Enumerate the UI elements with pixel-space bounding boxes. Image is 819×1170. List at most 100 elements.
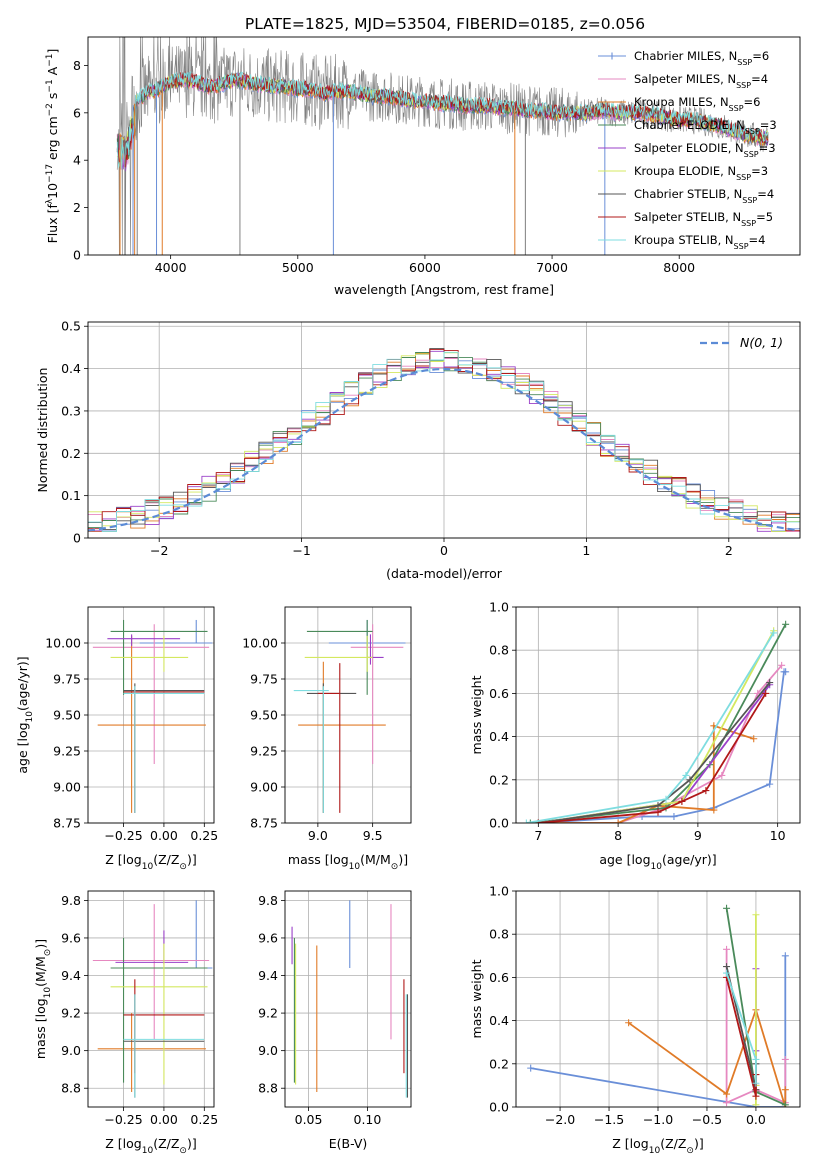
- y-tick-label: 9.50: [53, 708, 81, 723]
- axes-frame: [515, 890, 801, 1108]
- x-tick-label: 0.10: [354, 1112, 382, 1127]
- y-tick-label: 8.75: [53, 816, 81, 831]
- marker-salpeter_miles: [723, 1099, 731, 1107]
- chart-residuals: −2 −1 0 1 2 0 0.1 0.2 0.3 0.4 0.5 N(0, 1) (data-mode…: [35, 319, 801, 581]
- x-tick-label: −1.0: [643, 1112, 673, 1127]
- chart-weight-vs-Z: −2.0 −1.5 −1.0 −0.5 0.0 0.0 0.2 0.4 0.6 0.8 1.0 Z […: [469, 884, 801, 1156]
- marker-chabrier_elodie: [526, 819, 534, 823]
- y-tick-label: 8.8: [258, 1081, 278, 1096]
- marker-salpeter_stelib: [654, 808, 662, 816]
- y-tick-label: 6: [73, 105, 81, 120]
- x-tick-label: −1.5: [594, 1112, 624, 1127]
- x-tick-label: 0: [440, 543, 448, 558]
- y-tick-label: 0.0: [489, 1100, 509, 1115]
- x-tick-label: 0.00: [150, 1112, 178, 1127]
- y-tick-label: 1.0: [489, 884, 509, 899]
- legend-entry: Chabrier MILES, NSSP=6: [634, 49, 769, 67]
- x-tick-label: −2.0: [545, 1112, 575, 1127]
- series-kroupa_stelib: [526, 632, 775, 823]
- marker-salpeter_stelib: [752, 1092, 760, 1100]
- legend-entry: Kroupa MILES, NSSP=6: [634, 95, 760, 113]
- marker-salpeter_stelib: [678, 797, 686, 805]
- y-tick-label: 0.1: [61, 488, 81, 503]
- x-tick-label: 0.00: [150, 828, 178, 843]
- y-tick-label: 0.4: [61, 361, 81, 376]
- x-tick-label: 7000: [536, 260, 568, 275]
- plot-area: [291, 900, 409, 1098]
- y-tick-label: 0.2: [489, 1056, 509, 1071]
- y-tick-label: 0.2: [61, 446, 81, 461]
- x-axis-label: wavelength [Angstrom, rest frame]: [334, 282, 554, 297]
- x-axis-label: (data-model)/error: [386, 566, 503, 581]
- marker-salpeter_miles: [781, 1055, 789, 1063]
- marker-kroupa_miles: [723, 1090, 731, 1098]
- y-tick-label: 9.75: [250, 672, 278, 687]
- marker-kroupa_miles: [614, 819, 622, 823]
- series-salpeter_stelib: [538, 692, 767, 823]
- plot-area: [293, 619, 406, 813]
- marker-chabrier_stelib: [686, 776, 694, 784]
- y-tick-label: 9.00: [250, 780, 278, 795]
- marker-kroupa_miles: [710, 806, 718, 814]
- axes-frame: [87, 606, 215, 824]
- x-tick-label: 2: [725, 543, 733, 558]
- y-tick-label: 9.25: [53, 744, 81, 759]
- y-tick-label: 9.0: [61, 1043, 81, 1058]
- plot-area: [92, 619, 213, 813]
- x-tick-label: 6000: [409, 260, 441, 275]
- marker-kroupa_elodie: [752, 911, 760, 919]
- marker-chabrier_elodie: [782, 620, 790, 628]
- marker-chabrier_stelib: [654, 802, 662, 810]
- x-tick-label: 8: [614, 828, 622, 843]
- x-axis-label: E(B-V): [329, 1136, 368, 1151]
- x-tick-label: −2: [150, 543, 168, 558]
- y-axis-label: Flux [fλ10−17 erg cm−2 s−1 A−1]: [45, 49, 60, 244]
- marker-kroupa_miles: [625, 1019, 633, 1027]
- chart-age-vs-Z: −0.25 0.00 0.25 8.75 9.00 9.25 9.50 9.75 10.00 Z …: [15, 606, 218, 872]
- marker-kroupa_stelib: [522, 819, 530, 823]
- marker-kroupa_stelib: [662, 795, 670, 803]
- marker-salpeter_miles: [723, 945, 731, 953]
- chart-age-vs-mass: 9.0 9.5 8.75 9.00 9.25 9.50 9.75 10.00 mass [log…: [242, 606, 412, 872]
- marker-chabrier_miles: [670, 813, 678, 821]
- y-axis-label: Normed distribution: [35, 368, 50, 493]
- x-tick-label: 7: [534, 828, 542, 843]
- y-tick-label: 0.6: [489, 686, 509, 701]
- marker-chabrier_miles: [527, 1064, 535, 1072]
- y-tick-label: 0.0: [489, 816, 509, 831]
- marker-kroupa_miles: [781, 1086, 789, 1094]
- series-chabrier_elodie: [530, 623, 787, 823]
- x-tick-label: 0.0: [746, 1112, 766, 1127]
- plot-area: [88, 348, 800, 533]
- marker-kroupa_stelib: [770, 629, 778, 637]
- x-tick-label: 9.5: [363, 828, 383, 843]
- x-axis-label: age [log10(age/yr)]: [599, 852, 716, 872]
- y-tick-label: 0.4: [489, 729, 509, 744]
- y-tick-label: 9.50: [250, 708, 278, 723]
- marker-kroupa_stelib: [752, 1079, 760, 1087]
- x-axis-label: Z [log10(Z/Z⊙)]: [105, 852, 196, 872]
- figure-title: PLATE=1825, MJD=53504, FIBERID=0185, z=0…: [245, 15, 645, 33]
- y-tick-label: 0.3: [61, 403, 81, 418]
- y-tick-label: 2: [73, 200, 81, 215]
- y-tick-label: 9.25: [250, 744, 278, 759]
- normal-curve: [88, 367, 798, 532]
- axes-frame: [515, 606, 801, 824]
- axes-frame: [284, 890, 412, 1108]
- x-tick-label: 8000: [663, 260, 695, 275]
- x-tick-label: −1: [292, 543, 310, 558]
- marker-kroupa_miles: [750, 735, 758, 743]
- y-tick-label: 0.8: [489, 927, 509, 942]
- legend-entry-normal: N(0, 1): [740, 335, 783, 350]
- series-salpeter_miles: [538, 664, 783, 823]
- y-tick-label: 9.6: [258, 930, 278, 945]
- series-chabrier_miles: [530, 955, 787, 1107]
- legend-entry: Salpeter MILES, NSSP=4: [634, 72, 768, 90]
- axes-frame: [87, 890, 215, 1108]
- y-axis-label: age [log10(age/yr)]: [15, 656, 35, 773]
- y-tick-label: 9.2: [258, 1006, 278, 1021]
- y-tick-label: 8.75: [250, 816, 278, 831]
- y-tick-label: 10.00: [45, 636, 81, 651]
- legend: Chabrier MILES, NSSP=6 Salpeter MILES, NS…: [598, 49, 777, 251]
- histogram-kroupa_stelib: [88, 351, 800, 533]
